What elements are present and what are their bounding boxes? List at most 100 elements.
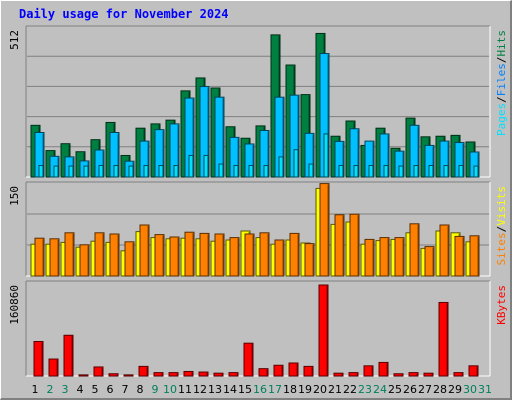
bar-body bbox=[473, 165, 479, 178]
bar-body bbox=[368, 165, 374, 178]
bar-sites-day-10 bbox=[169, 236, 180, 277]
bar-pages-day-22 bbox=[353, 165, 359, 178]
bar-body bbox=[78, 374, 89, 377]
series-pages bbox=[38, 133, 479, 178]
y-max-label: 512 bbox=[8, 30, 21, 50]
x-tick-label-27: 27 bbox=[418, 383, 432, 396]
bar-sites-day-5 bbox=[94, 232, 105, 277]
x-tick-label-9: 9 bbox=[152, 383, 159, 396]
bar-sites-day-8 bbox=[139, 224, 150, 277]
bar-body bbox=[364, 238, 375, 277]
x-tick-label-2: 2 bbox=[47, 383, 54, 396]
bar-body bbox=[383, 165, 389, 178]
bar-kbytes-day-24 bbox=[378, 361, 389, 377]
bar-body bbox=[94, 232, 105, 277]
bar-body bbox=[338, 165, 344, 178]
bar-body bbox=[228, 372, 239, 377]
x-tick-label-1: 1 bbox=[32, 383, 39, 396]
bar-body bbox=[33, 340, 44, 377]
bar-pages-day-18 bbox=[293, 149, 299, 178]
bar-sites-day-11 bbox=[184, 231, 195, 277]
bar-sites-day-2 bbox=[49, 238, 60, 277]
legend-item: Visits bbox=[495, 186, 508, 226]
bar-body bbox=[123, 374, 134, 377]
bar-sites-day-14 bbox=[229, 237, 240, 277]
bar-body bbox=[423, 372, 434, 377]
bar-pages-day-16 bbox=[263, 165, 269, 178]
legend-item: Pages bbox=[495, 103, 508, 136]
bar-body bbox=[169, 236, 180, 277]
bar-body bbox=[379, 237, 390, 277]
bar-pages-day-14 bbox=[233, 165, 239, 178]
bar-kbytes-day-7 bbox=[123, 374, 134, 377]
bar-sites-day-27 bbox=[424, 246, 435, 277]
bar-body bbox=[454, 235, 465, 277]
bar-body bbox=[428, 165, 434, 178]
bar-body bbox=[108, 373, 119, 377]
bar-body bbox=[188, 154, 194, 178]
x-tick-label-28: 28 bbox=[433, 383, 447, 396]
bar-body bbox=[303, 365, 314, 377]
bar-pages-day-27 bbox=[428, 165, 434, 178]
bar-body bbox=[79, 244, 90, 277]
bar-body bbox=[34, 237, 45, 277]
bar-body bbox=[138, 365, 149, 377]
bar-kbytes-day-21 bbox=[333, 372, 344, 377]
bar-kbytes-day-1 bbox=[33, 340, 44, 377]
bar-body bbox=[453, 372, 464, 377]
bar-pages-day-8 bbox=[143, 165, 149, 178]
x-tick-label-7: 7 bbox=[122, 383, 129, 396]
bar-pages-day-4 bbox=[83, 165, 89, 178]
legend-item: Sites bbox=[495, 232, 508, 265]
bar-body bbox=[424, 246, 435, 277]
panel-background bbox=[26, 281, 490, 376]
bar-body bbox=[68, 165, 74, 178]
legend-kbytes: KBytes bbox=[495, 285, 508, 325]
bar-sites-day-24 bbox=[379, 237, 390, 277]
legend-visits-sites: Sites/Visits bbox=[495, 186, 508, 266]
bar-body bbox=[124, 241, 135, 277]
bar-body bbox=[334, 214, 345, 277]
bar-body bbox=[139, 224, 150, 277]
bar-kbytes-day-8 bbox=[138, 365, 149, 377]
bar-pages-day-5 bbox=[98, 165, 104, 178]
bar-body bbox=[363, 365, 374, 377]
bar-kbytes-day-6 bbox=[108, 373, 119, 377]
bar-sites-day-4 bbox=[79, 244, 90, 277]
x-tick-label-20: 20 bbox=[313, 383, 327, 396]
bar-sites-day-9 bbox=[154, 234, 165, 277]
chart-panels: 512Pages/Files/Hits150Sites/Visits160860… bbox=[8, 25, 508, 377]
legend-item: KBytes bbox=[495, 285, 508, 325]
bar-body bbox=[394, 237, 405, 277]
bar-kbytes-day-9 bbox=[153, 372, 164, 377]
bar-kbytes-day-25 bbox=[393, 373, 404, 377]
bar-sites-day-18 bbox=[289, 232, 300, 277]
x-tick-label-12: 12 bbox=[193, 383, 207, 396]
bar-pages-day-30 bbox=[473, 165, 479, 178]
legend-item: / bbox=[495, 226, 508, 233]
bar-pages-day-20 bbox=[323, 133, 329, 178]
bar-body bbox=[319, 183, 330, 277]
bar-body bbox=[158, 165, 164, 178]
bar-body bbox=[288, 362, 299, 377]
bar-body bbox=[259, 232, 270, 277]
bar-kbytes-day-17 bbox=[273, 364, 284, 377]
bar-sites-day-19 bbox=[304, 243, 315, 277]
x-axis-labels: 1 2 3 4 5 6 7 8 9 10 11 12 13 14 15 16 17 18 19 20 21 22 23 24 2… bbox=[32, 383, 493, 396]
bar-sites-day-13 bbox=[214, 233, 225, 277]
bar-kbytes-day-22 bbox=[348, 372, 359, 377]
bar-body bbox=[173, 165, 179, 178]
bar-body bbox=[98, 165, 104, 178]
bar-kbytes-day-13 bbox=[213, 372, 224, 377]
bar-body bbox=[458, 165, 464, 178]
bar-kbytes-day-11 bbox=[183, 370, 194, 377]
bar-sites-day-12 bbox=[199, 232, 210, 277]
bar-pages-day-9 bbox=[158, 165, 164, 178]
bar-body bbox=[153, 372, 164, 377]
x-tick-label-29: 29 bbox=[448, 383, 462, 396]
bar-sites-day-22 bbox=[349, 213, 360, 277]
bar-body bbox=[63, 334, 74, 377]
y-max-label: 150 bbox=[8, 186, 21, 206]
bar-pages-day-29 bbox=[458, 165, 464, 178]
bar-kbytes-day-12 bbox=[198, 371, 209, 377]
